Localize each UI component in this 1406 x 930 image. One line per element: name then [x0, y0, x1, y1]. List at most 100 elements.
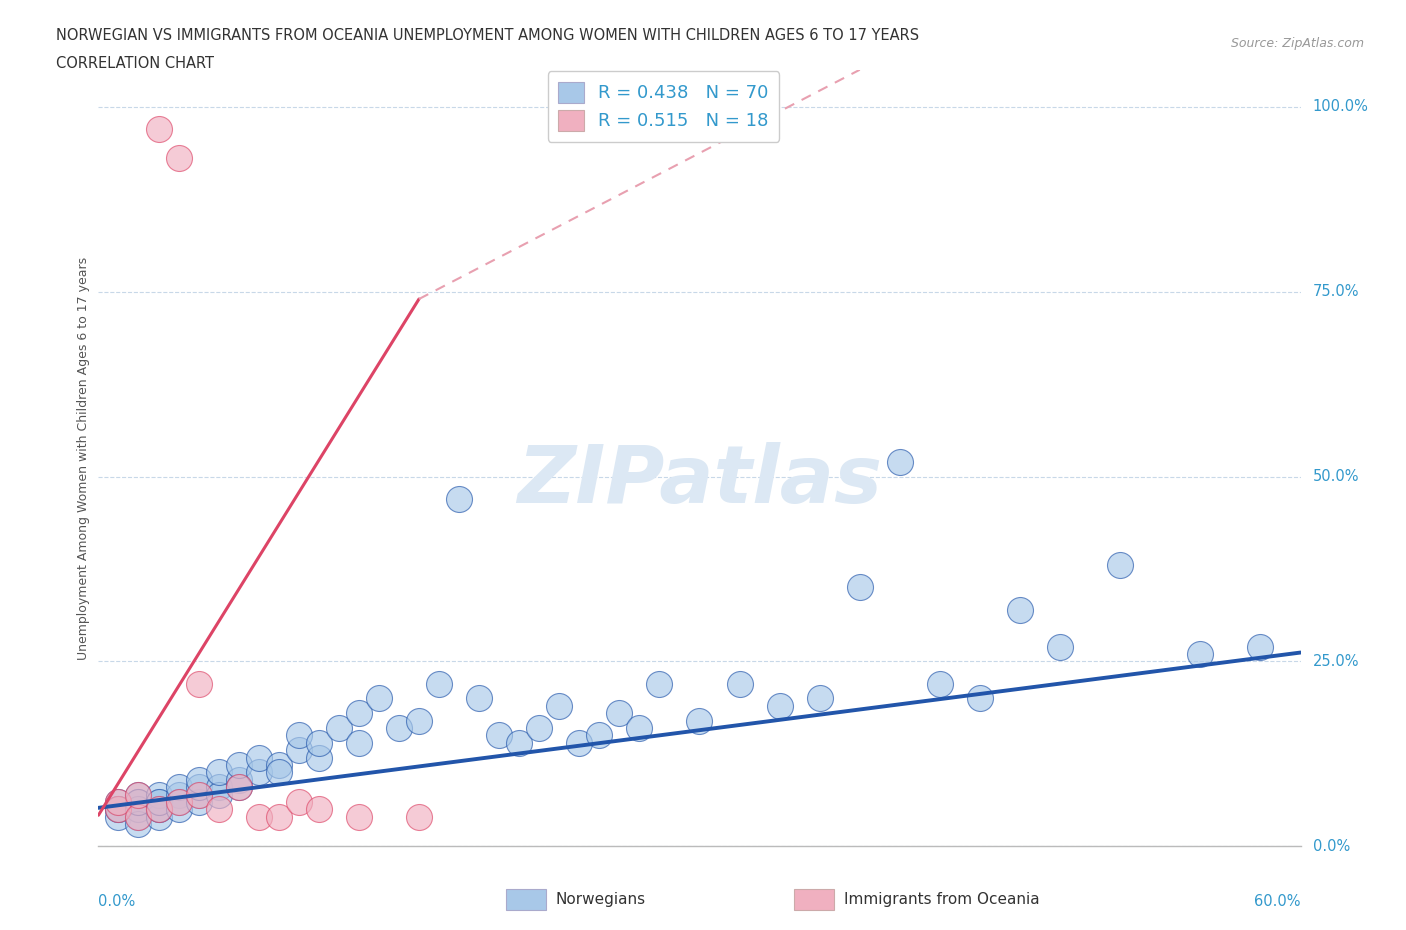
Point — [267, 758, 290, 773]
Point — [128, 809, 150, 824]
Point — [128, 794, 150, 809]
Point — [208, 787, 231, 802]
Point — [128, 802, 150, 817]
Point — [328, 721, 350, 736]
Point — [388, 721, 411, 736]
Point — [208, 779, 231, 794]
Text: Norwegians: Norwegians — [555, 892, 645, 907]
Point — [288, 743, 311, 758]
Point — [247, 764, 270, 779]
Point — [208, 764, 231, 779]
Point — [568, 736, 591, 751]
Point — [368, 691, 391, 706]
Point — [167, 779, 190, 794]
Point — [308, 751, 330, 765]
Text: Immigrants from Oceania: Immigrants from Oceania — [844, 892, 1039, 907]
Point — [1189, 646, 1212, 661]
Point — [167, 794, 190, 809]
Point — [508, 736, 530, 751]
Point — [187, 779, 209, 794]
Point — [347, 736, 370, 751]
Point — [267, 764, 290, 779]
Point — [648, 676, 671, 691]
Text: 0.0%: 0.0% — [98, 895, 135, 910]
Y-axis label: Unemployment Among Women with Children Ages 6 to 17 years: Unemployment Among Women with Children A… — [77, 257, 90, 659]
Point — [347, 706, 370, 721]
Point — [148, 802, 170, 817]
Text: 60.0%: 60.0% — [1254, 895, 1301, 910]
Point — [468, 691, 491, 706]
Point — [408, 809, 430, 824]
Point — [148, 122, 170, 137]
Point — [488, 728, 510, 743]
Point — [228, 779, 250, 794]
Point — [128, 817, 150, 831]
Point — [529, 721, 551, 736]
Point — [548, 698, 571, 713]
Point — [107, 794, 129, 809]
Point — [1010, 603, 1032, 618]
Point — [288, 728, 311, 743]
Point — [148, 802, 170, 817]
Point — [969, 691, 991, 706]
Legend: R = 0.438   N = 70, R = 0.515   N = 18: R = 0.438 N = 70, R = 0.515 N = 18 — [547, 71, 779, 141]
Point — [148, 802, 170, 817]
Point — [427, 676, 450, 691]
Point — [107, 809, 129, 824]
Point — [447, 491, 470, 506]
Point — [308, 736, 330, 751]
Point — [1049, 639, 1071, 654]
Point — [228, 779, 250, 794]
Point — [107, 802, 129, 817]
Point — [167, 151, 190, 166]
Point — [208, 802, 231, 817]
Point — [1250, 639, 1272, 654]
Point — [889, 454, 911, 469]
Point — [808, 691, 831, 706]
Point — [128, 787, 150, 802]
Point — [247, 751, 270, 765]
Point — [167, 787, 190, 802]
Point — [228, 758, 250, 773]
Point — [1109, 558, 1132, 573]
Point — [768, 698, 790, 713]
Text: NORWEGIAN VS IMMIGRANTS FROM OCEANIA UNEMPLOYMENT AMONG WOMEN WITH CHILDREN AGES: NORWEGIAN VS IMMIGRANTS FROM OCEANIA UNE… — [56, 28, 920, 43]
Point — [187, 787, 209, 802]
Point — [187, 676, 209, 691]
Point — [148, 794, 170, 809]
Point — [167, 794, 190, 809]
Text: 75.0%: 75.0% — [1313, 285, 1360, 299]
Text: 25.0%: 25.0% — [1313, 654, 1360, 669]
Point — [128, 809, 150, 824]
Point — [107, 794, 129, 809]
Text: 0.0%: 0.0% — [1313, 839, 1350, 854]
Point — [688, 713, 710, 728]
Point — [728, 676, 751, 691]
Point — [148, 809, 170, 824]
Point — [929, 676, 952, 691]
Point — [148, 787, 170, 802]
Point — [308, 802, 330, 817]
Point — [107, 802, 129, 817]
Text: 50.0%: 50.0% — [1313, 469, 1360, 484]
Point — [167, 802, 190, 817]
Text: ZIPatlas: ZIPatlas — [517, 443, 882, 520]
Point — [247, 809, 270, 824]
Point — [187, 787, 209, 802]
Point — [609, 706, 631, 721]
Point — [267, 809, 290, 824]
Text: CORRELATION CHART: CORRELATION CHART — [56, 56, 214, 71]
Point — [187, 794, 209, 809]
Point — [588, 728, 610, 743]
Point — [128, 794, 150, 809]
Point — [628, 721, 651, 736]
Point — [347, 809, 370, 824]
Point — [148, 794, 170, 809]
Point — [107, 802, 129, 817]
Point — [849, 580, 872, 595]
Point — [288, 794, 311, 809]
Point — [128, 787, 150, 802]
Text: Source: ZipAtlas.com: Source: ZipAtlas.com — [1230, 37, 1364, 50]
Text: 100.0%: 100.0% — [1313, 100, 1368, 114]
Point — [187, 772, 209, 787]
